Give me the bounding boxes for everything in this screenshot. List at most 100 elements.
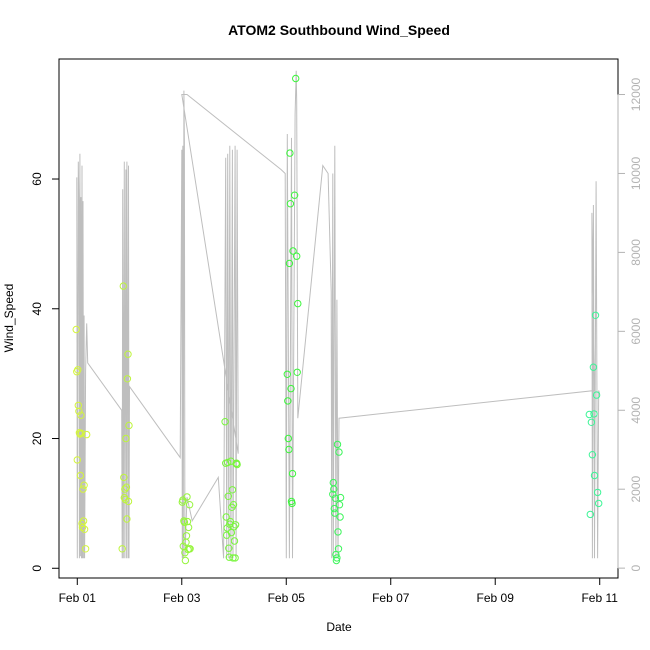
x-tick-label: Feb 01 bbox=[59, 591, 97, 605]
data-point bbox=[290, 191, 299, 199]
data-point bbox=[79, 485, 87, 493]
data-point bbox=[233, 460, 241, 469]
data-point bbox=[81, 545, 90, 553]
x-tick-label: Feb 05 bbox=[268, 591, 306, 605]
data-point bbox=[121, 485, 129, 493]
secondary-line-layer bbox=[76, 70, 601, 559]
data-point bbox=[588, 451, 597, 459]
data-point bbox=[122, 434, 130, 443]
y-tick-label: 20 bbox=[30, 432, 44, 446]
data-point bbox=[330, 504, 338, 513]
x-tick-label: Feb 09 bbox=[477, 591, 515, 605]
data-point bbox=[335, 501, 344, 509]
data-point bbox=[286, 149, 294, 157]
data-point bbox=[221, 418, 229, 426]
y-tick-label: 0 bbox=[30, 565, 44, 572]
data-point bbox=[333, 440, 342, 449]
data-point bbox=[591, 311, 600, 319]
data-point bbox=[289, 247, 297, 255]
data-point bbox=[119, 282, 128, 290]
data-point bbox=[593, 488, 602, 497]
data-point bbox=[228, 486, 237, 494]
x-tick-label: Feb 07 bbox=[372, 591, 410, 605]
data-point bbox=[77, 429, 86, 437]
data-point bbox=[222, 513, 230, 521]
data-point bbox=[293, 368, 301, 376]
x-axis-label: Date bbox=[326, 620, 352, 634]
data-point bbox=[284, 434, 292, 443]
data-point bbox=[287, 384, 295, 393]
data-point bbox=[585, 410, 593, 419]
data-point bbox=[283, 370, 291, 378]
data-point bbox=[288, 469, 297, 478]
data-point bbox=[292, 74, 300, 83]
data-point bbox=[72, 325, 80, 334]
x-tick-label: Feb 11 bbox=[581, 591, 618, 605]
data-point bbox=[123, 375, 132, 383]
data-point bbox=[230, 523, 238, 531]
data-point bbox=[76, 471, 85, 480]
data-point bbox=[231, 521, 240, 529]
x-axis: Feb 01 Feb 03 Feb 05 Feb 07 Feb 09 Feb 11 bbox=[59, 577, 618, 605]
data-point bbox=[124, 350, 132, 358]
data-point bbox=[329, 490, 337, 498]
data-point bbox=[336, 513, 344, 521]
data-point bbox=[183, 493, 191, 501]
data-point bbox=[73, 456, 82, 464]
data-point bbox=[229, 501, 238, 509]
y2-tick-label: 8000 bbox=[629, 239, 643, 266]
data-point bbox=[586, 510, 594, 519]
data-point bbox=[180, 518, 189, 526]
data-point bbox=[80, 525, 89, 533]
data-point bbox=[124, 497, 133, 506]
data-point bbox=[83, 430, 91, 439]
y-axis-label: Wind_Speed bbox=[2, 284, 16, 353]
data-point bbox=[331, 494, 340, 502]
data-point bbox=[125, 421, 133, 430]
data-point bbox=[284, 397, 292, 405]
y2-tick-label: 4000 bbox=[629, 397, 643, 424]
data-point bbox=[225, 544, 233, 552]
data-point bbox=[592, 391, 601, 399]
data-point bbox=[590, 410, 598, 418]
data-point bbox=[332, 556, 341, 565]
data-point bbox=[120, 473, 128, 482]
data-point bbox=[118, 545, 126, 553]
points-layer bbox=[72, 74, 603, 565]
data-point bbox=[587, 418, 596, 426]
y2-axis-right: 0 2000 4000 6000 8000 10000 12000 bbox=[617, 78, 643, 571]
data-point bbox=[186, 545, 194, 553]
data-point bbox=[123, 515, 131, 523]
data-point bbox=[334, 545, 343, 553]
data-point bbox=[330, 485, 338, 493]
data-point bbox=[333, 554, 341, 562]
data-point bbox=[595, 499, 603, 508]
y-tick-label: 60 bbox=[30, 172, 44, 186]
data-point bbox=[224, 458, 232, 467]
y-axis: 0 20 40 60 bbox=[30, 172, 60, 572]
data-point bbox=[223, 524, 231, 532]
data-point bbox=[225, 553, 234, 561]
secondary-series-line bbox=[76, 70, 601, 559]
x-tick-label: Feb 03 bbox=[163, 591, 201, 605]
data-point bbox=[80, 481, 88, 489]
data-point bbox=[294, 299, 302, 308]
data-point bbox=[184, 523, 193, 532]
data-point bbox=[79, 517, 88, 525]
data-point bbox=[293, 252, 301, 260]
data-point bbox=[331, 509, 339, 517]
data-point bbox=[286, 200, 295, 208]
data-point bbox=[77, 411, 85, 419]
data-point bbox=[226, 517, 235, 526]
y2-tick-label: 6000 bbox=[629, 318, 643, 345]
data-point bbox=[182, 532, 191, 540]
data-point bbox=[285, 445, 293, 454]
data-point bbox=[185, 501, 194, 509]
data-point bbox=[224, 492, 233, 500]
data-point bbox=[334, 528, 342, 536]
data-point bbox=[336, 493, 345, 502]
y2-tick-label: 0 bbox=[629, 564, 643, 571]
y2-tick-label: 2000 bbox=[629, 476, 643, 503]
y2-tick-label: 12000 bbox=[629, 78, 643, 112]
